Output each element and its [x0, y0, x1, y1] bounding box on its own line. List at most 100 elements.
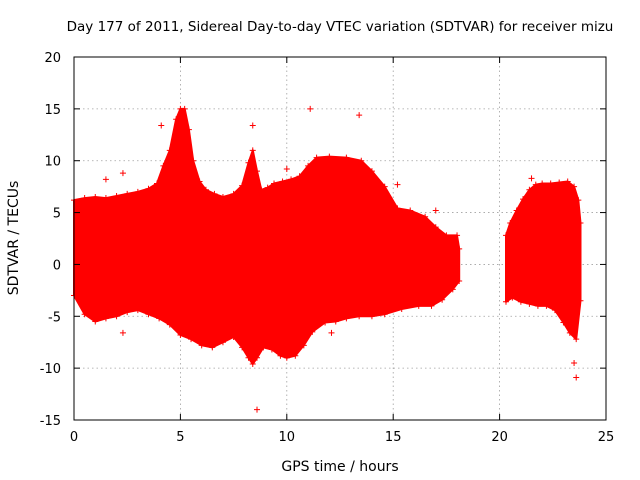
- data-point: [153, 180, 160, 187]
- data-point: [556, 179, 563, 186]
- data-point: [196, 178, 203, 185]
- data-point: [219, 339, 226, 346]
- data-point: [230, 190, 237, 197]
- y-tick-label: 15: [44, 103, 61, 118]
- data-point: [309, 328, 316, 335]
- data-point: [407, 207, 414, 214]
- outlier-point: [528, 175, 535, 182]
- data-point: [258, 186, 265, 193]
- x-tick-label: 25: [598, 430, 615, 445]
- data-point: [343, 315, 350, 322]
- data-point: [92, 194, 99, 201]
- data-point: [358, 157, 365, 164]
- data-point: [230, 334, 237, 341]
- outlier-point: [283, 166, 290, 173]
- outlier-point: [328, 329, 335, 336]
- y-tick-label: 10: [44, 155, 61, 170]
- axes: [73, 56, 607, 421]
- data-point: [209, 344, 216, 351]
- data-point: [145, 311, 152, 318]
- data-point: [173, 116, 180, 123]
- data-point: [439, 296, 446, 303]
- outlier-point: [356, 112, 363, 119]
- data-point: [292, 352, 299, 359]
- data-point: [181, 105, 188, 112]
- data-point: [517, 298, 524, 305]
- data-point: [305, 162, 312, 169]
- data-point: [332, 318, 339, 325]
- data-point: [300, 342, 307, 349]
- data-point: [202, 186, 209, 193]
- y-tick-label: 0: [53, 258, 61, 273]
- data-point: [124, 190, 131, 197]
- data-point: [245, 159, 252, 166]
- data-point: [456, 278, 463, 285]
- x-tick-label: 5: [176, 430, 184, 445]
- data-point: [543, 302, 550, 309]
- data-point: [260, 344, 267, 351]
- data-point: [102, 195, 109, 202]
- data-point: [564, 178, 571, 185]
- data-point: [520, 196, 527, 203]
- data-point: [113, 192, 120, 199]
- data-point: [249, 360, 256, 367]
- data-point: [219, 194, 226, 201]
- data-point: [198, 342, 205, 349]
- outlier-point: [254, 406, 261, 413]
- outlier-point: [119, 170, 126, 177]
- data-point: [571, 183, 578, 190]
- data-point: [185, 126, 192, 133]
- data-point: [343, 154, 350, 161]
- data-point: [160, 162, 167, 169]
- x-tick-label: 20: [491, 430, 508, 445]
- outlier-point: [394, 181, 401, 188]
- data-point: [502, 232, 509, 239]
- data-point: [573, 336, 580, 343]
- data-point: [249, 147, 256, 154]
- x-tick-label: 0: [70, 430, 78, 445]
- data-point: [422, 213, 429, 220]
- data-point: [432, 224, 439, 231]
- data-point: [145, 185, 152, 192]
- data-point: [288, 176, 295, 183]
- data-point: [539, 180, 546, 187]
- plot-frame: [73, 56, 607, 421]
- data-point: [428, 302, 435, 309]
- data-point: [356, 313, 363, 320]
- data-point: [239, 344, 246, 351]
- data-point: [166, 147, 173, 154]
- x-tick-label: 15: [385, 430, 402, 445]
- data-point: [381, 183, 388, 190]
- data-point: [547, 180, 554, 187]
- data-point: [575, 197, 582, 204]
- data-point: [156, 315, 163, 322]
- data-point: [560, 319, 567, 326]
- y-tick-label: -15: [40, 414, 61, 429]
- chart-title: Day 177 of 2011, Sidereal Day-to-day VTE…: [67, 19, 614, 35]
- outlier-point: [573, 374, 580, 381]
- data-point: [271, 180, 278, 187]
- data-point: [381, 311, 388, 318]
- outlier-point: [307, 105, 314, 112]
- data-point: [454, 232, 461, 239]
- data-point: [513, 207, 520, 214]
- data-point: [368, 313, 375, 320]
- data-point: [456, 245, 463, 252]
- data-point: [283, 354, 290, 361]
- y-tick-label: 20: [44, 51, 61, 66]
- data-point: [81, 311, 88, 318]
- data-point: [277, 352, 284, 359]
- y-axis-label: SDTVAR / TECUs: [6, 181, 22, 296]
- data-point: [577, 219, 584, 226]
- data-point: [296, 173, 303, 180]
- data-point: [254, 354, 261, 361]
- data-point: [415, 302, 422, 309]
- data-point: [398, 306, 405, 313]
- data-point: [254, 168, 261, 175]
- y-tick-label: -10: [40, 362, 61, 377]
- data-point: [92, 318, 99, 325]
- outlier-point: [571, 359, 578, 366]
- y-tick-label: -5: [48, 310, 61, 325]
- data-point: [322, 319, 329, 326]
